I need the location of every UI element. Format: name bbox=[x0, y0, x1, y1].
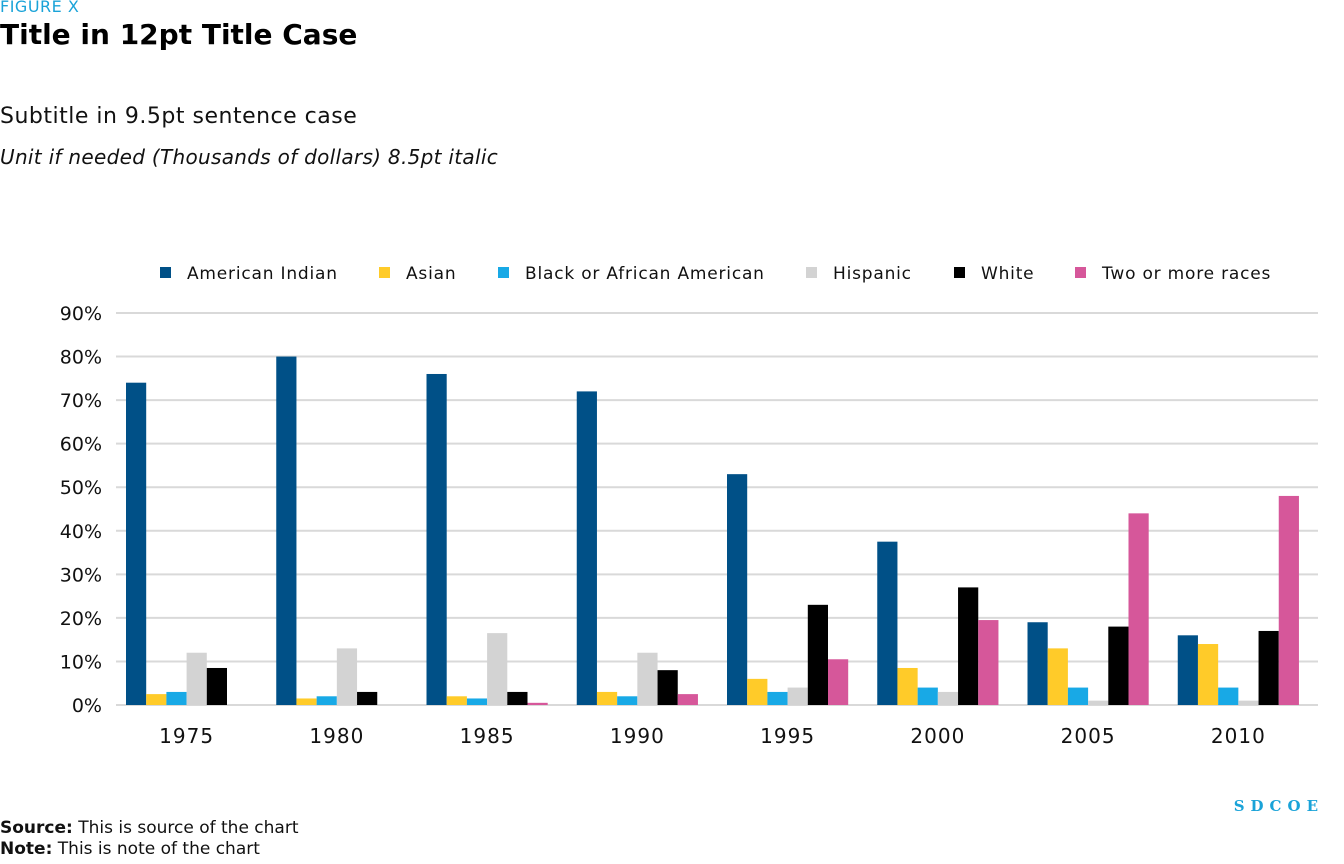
bar bbox=[206, 667, 227, 705]
bar bbox=[807, 604, 828, 705]
y-tick-label: 30% bbox=[60, 564, 102, 586]
y-tick-label: 50% bbox=[60, 477, 102, 499]
bar bbox=[1128, 513, 1149, 705]
x-tick-label: 1975 bbox=[159, 724, 214, 748]
bar bbox=[166, 691, 187, 705]
bar bbox=[276, 356, 297, 705]
bar bbox=[1108, 626, 1129, 705]
chart-unit: Unit if needed (Thousands of dollars) 8.… bbox=[0, 145, 498, 169]
logo-text: SDCOE bbox=[1233, 797, 1324, 815]
figure-label: FIGURE X bbox=[0, 0, 80, 16]
chart-title: Title in 12pt Title Case bbox=[0, 18, 358, 51]
legend-swatch bbox=[1075, 267, 1086, 278]
bar bbox=[617, 696, 638, 705]
y-tick-label: 0% bbox=[72, 695, 102, 717]
bar bbox=[596, 691, 618, 705]
x-tick-label: 1985 bbox=[460, 724, 515, 748]
x-tick-label: 2010 bbox=[1211, 724, 1266, 748]
bar bbox=[877, 541, 898, 705]
bar bbox=[1238, 700, 1259, 705]
bar bbox=[1047, 648, 1068, 705]
legend-label: Two or more races bbox=[1101, 264, 1271, 284]
bar bbox=[657, 670, 678, 705]
chart-subtitle: Subtitle in 9.5pt sentence case bbox=[0, 104, 358, 129]
bar bbox=[958, 587, 979, 705]
note-label: Note: bbox=[0, 839, 53, 859]
note-text: This is note of the chart bbox=[57, 839, 260, 859]
bar-chart: 0% 10% 20% 30% 40% 50% 60% 70% 80% 90% 1975 1980 198… bbox=[60, 264, 1318, 748]
bar bbox=[126, 382, 147, 705]
y-tick-label: 40% bbox=[60, 521, 102, 543]
legend-label: Hispanic bbox=[833, 264, 912, 284]
bar bbox=[1067, 687, 1089, 705]
legend-swatch bbox=[806, 267, 817, 278]
bar bbox=[1218, 687, 1239, 705]
bar bbox=[507, 691, 528, 705]
bar bbox=[787, 687, 808, 705]
bar bbox=[978, 620, 999, 705]
bar bbox=[1197, 644, 1219, 705]
bar bbox=[1177, 635, 1198, 705]
bar bbox=[316, 696, 337, 705]
logo: SDCOE bbox=[1234, 797, 1324, 815]
legend-swatch bbox=[160, 267, 171, 278]
legend-label: Asian bbox=[406, 264, 456, 284]
bar bbox=[487, 633, 508, 705]
bar bbox=[296, 698, 317, 705]
bar bbox=[1027, 622, 1048, 705]
bar bbox=[336, 648, 358, 705]
y-tick-label: 90% bbox=[60, 303, 102, 325]
bar bbox=[1088, 700, 1109, 705]
bar bbox=[576, 391, 597, 705]
legend-label: White bbox=[981, 264, 1034, 284]
y-tick-label: 60% bbox=[60, 434, 102, 456]
y-tick-label: 20% bbox=[60, 608, 102, 630]
x-tick-label: 1990 bbox=[610, 724, 665, 748]
bar bbox=[186, 652, 207, 705]
x-tick-label: 2005 bbox=[1061, 724, 1116, 748]
x-tick-label: 1995 bbox=[760, 724, 815, 748]
bar bbox=[747, 678, 768, 705]
legend-swatch bbox=[379, 267, 390, 278]
bar bbox=[828, 659, 849, 705]
bar bbox=[677, 694, 698, 705]
bar bbox=[767, 691, 788, 705]
bar bbox=[527, 702, 548, 705]
legend-swatch bbox=[954, 267, 965, 278]
source-text: This is source of the chart bbox=[78, 818, 299, 838]
bar bbox=[897, 667, 918, 705]
note-line: Note: This is note of the chart bbox=[0, 839, 260, 859]
source-label: Source: bbox=[0, 818, 73, 838]
bar bbox=[1258, 630, 1279, 705]
bar bbox=[637, 652, 658, 705]
y-tick-label: 70% bbox=[60, 390, 102, 412]
y-tick-label: 80% bbox=[60, 347, 102, 369]
legend-swatch bbox=[498, 267, 509, 278]
legend-label: Black or African American bbox=[525, 264, 765, 284]
bar bbox=[466, 698, 488, 705]
bar bbox=[1278, 495, 1299, 705]
bar bbox=[446, 696, 467, 705]
bar bbox=[357, 691, 378, 705]
bar bbox=[426, 373, 447, 705]
source-line: Source: This is source of the chart bbox=[0, 818, 299, 838]
x-tick-label: 1980 bbox=[309, 724, 364, 748]
bar bbox=[937, 691, 959, 705]
legend-label: American Indian bbox=[187, 264, 338, 284]
bar bbox=[917, 687, 938, 705]
x-tick-label: 2000 bbox=[910, 724, 965, 748]
bar bbox=[146, 694, 167, 705]
bar bbox=[727, 474, 748, 705]
y-tick-label: 10% bbox=[60, 651, 102, 673]
